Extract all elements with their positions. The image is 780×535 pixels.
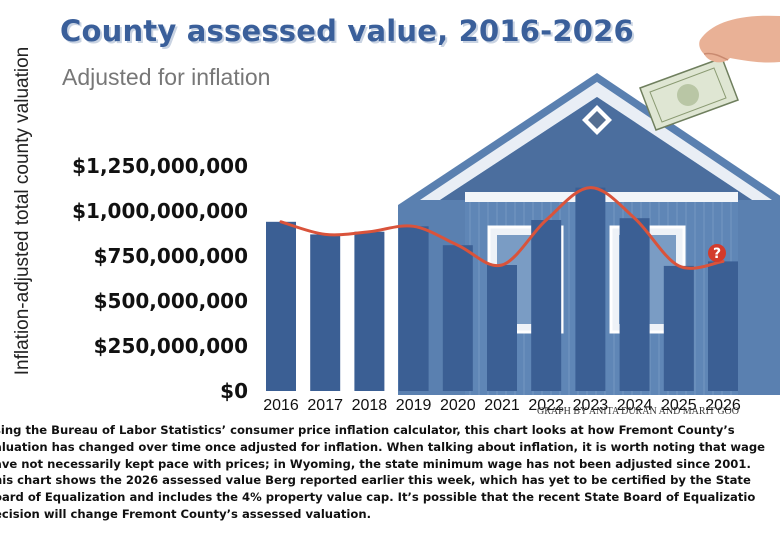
bar-2019: [398, 226, 429, 391]
bar-2017: [310, 234, 341, 391]
caption-line: aluation has changed over time once adju…: [0, 439, 766, 454]
y-tick-label: $1,250,000,000: [72, 154, 248, 178]
x-tick-label: 2023: [573, 397, 609, 414]
chart-caption: sing the Bureau of Labor Statistics’ con…: [0, 422, 780, 523]
y-tick-label: $1,000,000,000: [72, 199, 248, 223]
caption-line: oard of Equalization and includes the 4%…: [0, 490, 756, 505]
graph-credit: GRAPH BY ANITA DURAN AND MARIT GOO: [537, 406, 739, 417]
chart-subtitle: Adjusted for inflation: [62, 64, 271, 90]
bar-2021: [487, 265, 517, 391]
x-tick-label: 2026: [705, 397, 741, 414]
x-tick-label: 2022: [528, 397, 564, 414]
x-tick-label: 2017: [307, 397, 343, 414]
caption-line: ecision will change Fremont County’s ass…: [0, 506, 372, 521]
x-tick-label: 2020: [440, 397, 476, 414]
bar-2016: [266, 221, 296, 391]
caption-line: his chart shows the 2026 assessed value …: [0, 473, 751, 488]
bar-2026: [708, 261, 738, 391]
question-mark-badge: ?: [708, 244, 726, 262]
bar-2025: [663, 265, 694, 391]
trend-line: [279, 186, 725, 270]
bar-2020: [442, 245, 473, 391]
bar-2024: [619, 218, 650, 391]
bar-2023: [575, 187, 606, 391]
y-tick-label: $500,000,000: [94, 289, 248, 313]
y-tick-label: $250,000,000: [94, 334, 248, 358]
caption-line: ave not necessarily kept pace with price…: [0, 456, 751, 471]
annotation-label: ?: [713, 246, 721, 262]
chart-title: County assessed value, 2016-2026: [60, 14, 634, 48]
x-tick-label: 2021: [484, 397, 520, 414]
y-tick-label: $750,000,000: [94, 244, 248, 268]
y-tick-label: $0: [220, 379, 248, 403]
x-tick-label: 2016: [263, 397, 299, 414]
x-tick-label: 2024: [617, 397, 653, 414]
x-tick-label: 2025: [661, 397, 697, 414]
bar-2018: [354, 231, 385, 391]
caption-line: sing the Bureau of Labor Statistics’ con…: [0, 423, 735, 437]
x-tick-label: 2019: [396, 397, 432, 414]
x-tick-label: 2018: [352, 397, 388, 414]
hand-with-dollar-bill: [639, 15, 780, 131]
bar-2022: [531, 220, 562, 391]
